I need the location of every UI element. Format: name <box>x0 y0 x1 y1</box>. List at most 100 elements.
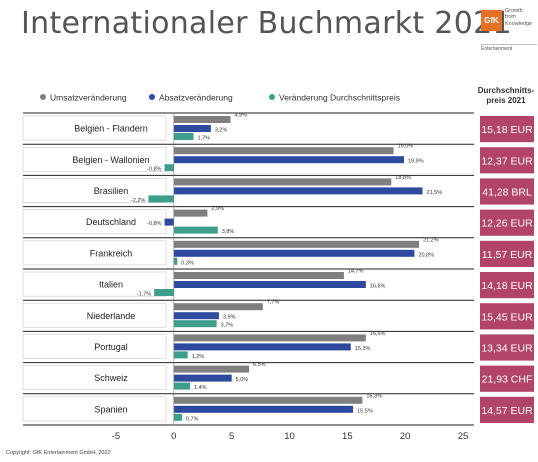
price-value: 14,18 EUR <box>481 280 533 292</box>
bar <box>173 240 420 248</box>
bar <box>173 405 354 413</box>
price-box <box>480 209 534 236</box>
price-value: 11,57 EUR <box>482 249 533 261</box>
bar <box>173 156 405 164</box>
category-label-box <box>22 271 167 297</box>
logo-tagline-line: from <box>505 14 516 21</box>
data-label: 19,0% <box>398 144 414 150</box>
data-label: -2,2% <box>131 198 145 204</box>
x-tick-label: 0 <box>171 431 176 442</box>
data-label: 15,3% <box>355 346 371 352</box>
data-label: 7,7% <box>267 300 280 306</box>
data-label: 2,9% <box>211 206 224 212</box>
category-label: Frankreich <box>90 248 133 258</box>
price-box <box>480 334 534 361</box>
legend-marker <box>269 94 275 100</box>
data-label: -0,8% <box>147 221 161 227</box>
data-label: 0,7% <box>186 416 199 422</box>
price-heading-line: Durchschnitts- <box>477 86 535 95</box>
bar <box>173 413 182 421</box>
bar <box>173 178 392 186</box>
legend-marker <box>149 94 155 100</box>
bar <box>173 116 231 123</box>
x-tick-label: 10 <box>284 431 295 442</box>
data-label: 0,3% <box>181 260 194 266</box>
price-box <box>480 116 534 143</box>
category-label: Spanien <box>94 404 127 414</box>
data-label: 3,7% <box>221 323 234 329</box>
data-label: 14,7% <box>348 269 364 275</box>
category-label-box <box>22 240 167 266</box>
price-heading-line: preis 2021 <box>486 96 526 105</box>
data-label: 5,0% <box>236 377 249 383</box>
category-label: Schweiz <box>94 373 128 383</box>
bar <box>173 303 263 311</box>
bar <box>164 218 174 226</box>
data-label: 3,8% <box>222 229 235 235</box>
bar <box>173 209 208 217</box>
legend-label: Absatzveränderung <box>159 93 233 103</box>
bar <box>173 334 366 342</box>
legend-label: Veränderung Durchschnittspreis <box>279 93 400 103</box>
data-label: 21,2% <box>423 237 439 243</box>
data-label: 4,9% <box>235 113 248 119</box>
category-label-box <box>22 115 167 141</box>
data-label: 20,8% <box>418 252 434 258</box>
data-label: 6,5% <box>253 362 266 368</box>
bar <box>173 365 250 373</box>
price-value: 15,18 EUR <box>481 124 533 136</box>
data-label: -0,8% <box>147 167 161 173</box>
data-label: 3,2% <box>215 128 228 134</box>
data-label: 15,5% <box>357 408 373 414</box>
category-label: Belgien - Flandern <box>74 124 148 134</box>
category-label-box <box>22 178 167 203</box>
price-value: 21,93 CHF <box>482 374 533 386</box>
data-label: -1,7% <box>137 292 151 298</box>
price-box <box>480 365 534 392</box>
category-label: Italien <box>99 280 123 290</box>
bar <box>173 382 191 390</box>
bar <box>173 272 344 279</box>
bar <box>173 249 415 257</box>
category-label: Portugal <box>94 342 128 352</box>
copyright-note: Copyright: GfK Entertainment GmbH, 2022 <box>6 450 111 456</box>
price-value: 14,57 EUR <box>481 405 533 417</box>
logo-tagline-line: Growth <box>505 8 523 14</box>
price-box <box>480 178 534 205</box>
logo-tagline-line: Knowledge <box>505 20 533 27</box>
bar <box>173 187 423 195</box>
gfk-logo-mark: GfK <box>481 10 502 31</box>
x-tick-label: 5 <box>229 431 234 442</box>
bar <box>173 147 394 155</box>
price-box <box>480 396 534 423</box>
price-value: 12,37 EUR <box>481 155 533 167</box>
bar <box>154 289 174 296</box>
price-value: 13,34 EUR <box>481 343 533 355</box>
bar <box>173 320 217 328</box>
x-tick-label: -5 <box>112 431 120 442</box>
category-label: Niederlande <box>87 311 136 321</box>
category-label-box <box>22 396 167 422</box>
x-tick-label: 15 <box>342 431 353 442</box>
data-label: 21,5% <box>427 190 443 196</box>
price-value: 15,45 EUR <box>481 311 533 323</box>
data-label: 18,8% <box>395 175 411 181</box>
bar <box>173 374 232 382</box>
price-box <box>480 272 534 299</box>
category-label-box <box>22 302 167 328</box>
bar <box>173 343 351 351</box>
category-label-box <box>22 209 167 235</box>
x-tick-label: 20 <box>400 431 411 442</box>
bar <box>173 125 211 132</box>
price-box <box>480 303 534 330</box>
category-label-box <box>22 365 167 391</box>
page-title: Internationaler Buchmarkt 2021 <box>21 6 512 41</box>
data-label: 1,4% <box>194 385 207 391</box>
data-label: 1,7% <box>197 136 210 142</box>
data-label: 16,6% <box>370 284 386 290</box>
data-label: 3,9% <box>223 315 236 321</box>
bar <box>173 396 363 404</box>
bar <box>173 257 178 265</box>
gfk-logo-tagline: Growth from Knowledge <box>505 8 532 27</box>
data-label: 16,6% <box>370 331 386 337</box>
